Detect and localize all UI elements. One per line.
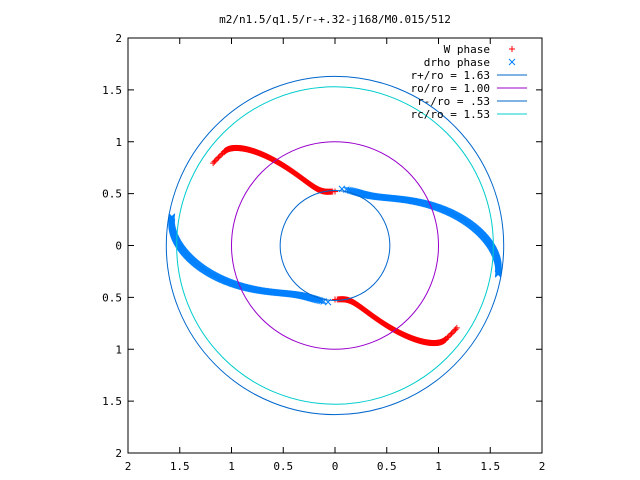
x-tick-label: 0 — [332, 460, 339, 473]
plus-marker — [212, 157, 219, 164]
legend-label: rc/ro = 1.53 — [411, 108, 490, 121]
plus-marker — [444, 334, 451, 341]
circle-roro — [231, 141, 439, 350]
x-tick-label: 1.5 — [480, 460, 500, 473]
legend-label: r+/ro = 1.63 — [411, 69, 490, 82]
x-marker — [494, 270, 502, 278]
y-tick-label: 1 — [115, 343, 122, 356]
x-marker — [508, 58, 516, 66]
plus-marker — [216, 153, 223, 160]
x-tick-label: 2 — [539, 460, 546, 473]
legend-label: r-/ro = .53 — [417, 95, 490, 108]
plus-marker — [442, 335, 449, 342]
x-tick-label: 1.5 — [170, 460, 190, 473]
x-tick-label: 2 — [125, 460, 132, 473]
y-tick-label: 1.5 — [102, 84, 122, 97]
y-tick-label: 2 — [115, 32, 122, 45]
circle-r+ro — [165, 75, 505, 416]
plus-marker — [221, 149, 228, 156]
y-tick-label: 1.5 — [102, 395, 122, 408]
plus-marker — [451, 327, 458, 334]
axis-ticks: 2 1.5 1 0.5 0 0.5 1 1.5 221.510.500.511.52 — [102, 32, 545, 473]
plus-marker — [445, 333, 452, 340]
y-tick-label: 1 — [115, 136, 122, 149]
plot-curves — [165, 75, 505, 416]
y-tick-label: 0 — [115, 240, 122, 253]
plus-marker — [214, 155, 221, 162]
chart-title: m2/n1.5/q1.5/r-+.32-j168/M0.015/512 — [219, 13, 451, 26]
y-tick-label: 0.5 — [102, 291, 122, 304]
x-tick-label: 1 — [228, 460, 235, 473]
x-tick-label: 0.5 — [377, 460, 397, 473]
legend-label: drho phase — [424, 56, 490, 69]
plus-marker — [453, 324, 460, 331]
plus-marker — [449, 329, 456, 336]
y-tick-label: 2 — [115, 447, 122, 460]
plus-marker — [452, 326, 459, 333]
y-tick-label: 0.5 — [102, 188, 122, 201]
plus-marker — [447, 331, 454, 338]
legend-label: W phase — [444, 43, 490, 56]
plus-marker — [215, 154, 222, 161]
circle-rcro — [176, 86, 494, 405]
plus-marker — [211, 158, 218, 165]
plus-marker — [218, 151, 225, 158]
legend-label: ro/ro = 1.00 — [411, 82, 490, 95]
plus-marker — [509, 46, 515, 52]
series-drho-phase — [168, 185, 502, 306]
plus-marker — [448, 330, 455, 337]
plus-marker — [219, 150, 226, 157]
plus-marker — [210, 160, 217, 167]
x-marker — [168, 213, 176, 221]
series-w-phase — [210, 144, 460, 347]
circle-r-ro — [279, 190, 391, 301]
x-tick-label: 0.5 — [273, 460, 293, 473]
x-tick-label: 1 — [435, 460, 442, 473]
